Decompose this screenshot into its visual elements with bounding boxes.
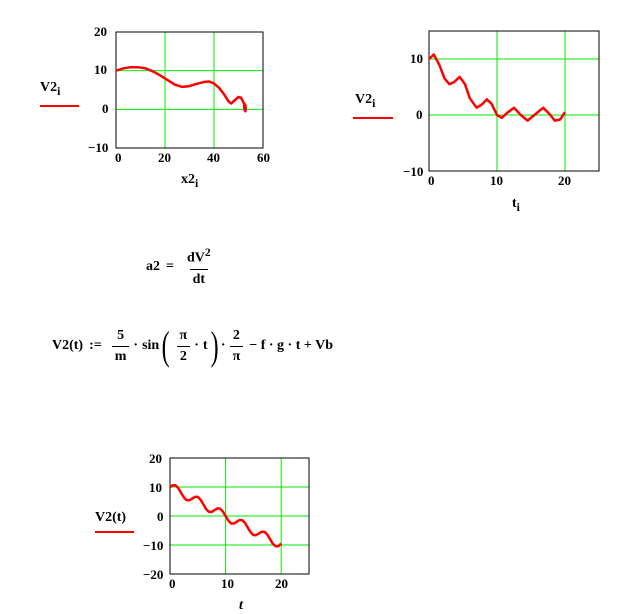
t: t <box>202 338 208 353</box>
paren: ) <box>210 323 219 368</box>
eq-op: := <box>89 338 102 353</box>
data-trace <box>428 53 567 122</box>
xtick: 0 <box>169 576 176 591</box>
ytick: −10 <box>143 538 164 553</box>
data-trace <box>169 484 283 548</box>
xtick: 0 <box>115 150 122 165</box>
data-trace <box>115 65 248 113</box>
ytick: 10 <box>94 62 107 77</box>
ytick: 20 <box>149 451 162 466</box>
dot: · <box>220 338 226 353</box>
plot-1-xlabel: x2i <box>181 172 199 190</box>
equation-a2[interactable]: a2 = dV2 dt <box>146 246 218 288</box>
fraction: dV2 dt <box>186 246 211 287</box>
plot-1-ylabel: V2i <box>40 80 61 98</box>
plot-frame <box>169 457 310 575</box>
plot-3-xlabel: t <box>239 598 243 613</box>
plot-frame <box>428 30 600 172</box>
ytick: −20 <box>143 567 164 582</box>
xtick: 20 <box>558 173 571 188</box>
plot-1-area <box>115 31 264 149</box>
plot-2-legend-line <box>353 117 393 119</box>
ytick: 0 <box>102 101 109 116</box>
dot: · <box>194 338 199 353</box>
plot-3-area <box>169 457 310 575</box>
ytick: 0 <box>157 509 164 524</box>
xtick: 10 <box>490 173 503 188</box>
xtick: 40 <box>207 150 220 165</box>
xtick: 20 <box>158 150 171 165</box>
plot-2-xlabel: ti <box>512 196 520 214</box>
plot-2-ylabel: V2i <box>355 92 376 110</box>
ytick: 10 <box>149 480 162 495</box>
ytick: 20 <box>94 24 107 39</box>
eq-lhs: a2 <box>146 258 160 274</box>
xtick: 20 <box>275 576 288 591</box>
plot-frame <box>115 31 264 149</box>
ytick: 10 <box>410 51 423 66</box>
eq-rest: − f · g · t + Vb <box>249 338 333 353</box>
ytick: 0 <box>416 107 423 122</box>
xtick: 60 <box>257 150 270 165</box>
sin: sin <box>142 338 160 353</box>
xtick: 10 <box>221 576 234 591</box>
plot-2-area <box>428 30 600 172</box>
plot-3-ylabel: V2(t) <box>95 510 127 525</box>
plot-1-legend-line <box>40 105 79 107</box>
ytick: −10 <box>88 140 109 155</box>
dot: · <box>133 338 139 353</box>
eq-op: = <box>166 258 174 274</box>
xtick: 0 <box>428 173 435 188</box>
ytick: −10 <box>403 164 424 179</box>
plot-3-legend-line <box>95 531 134 533</box>
eq-lhs: V2(t) <box>52 338 84 353</box>
paren: ( <box>161 323 170 368</box>
